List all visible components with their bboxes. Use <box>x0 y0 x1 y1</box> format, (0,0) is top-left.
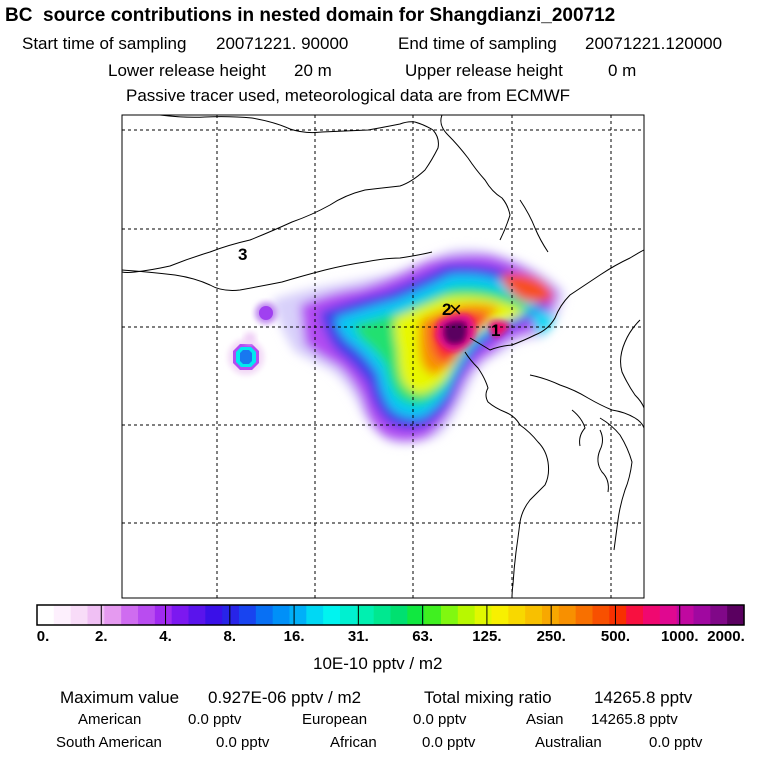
start-time-value: 20071221. 90000 <box>216 34 349 53</box>
end-time-label: End time of sampling <box>398 34 557 53</box>
coastlines-and-borders <box>122 115 644 598</box>
region-name-african: African <box>330 734 377 751</box>
upper-release-label: Upper release height <box>405 61 563 80</box>
region-name-american: American <box>78 711 142 728</box>
region-value-european: 0.0 pptv <box>413 711 467 728</box>
data-source-note: Passive tracer used, meteorological data… <box>126 86 571 105</box>
region-value-african: 0.0 pptv <box>422 734 476 751</box>
total-mixing-label: Total mixing ratio <box>424 688 552 707</box>
colorbar-tick-label: 0. <box>36 628 50 645</box>
start-time-label: Start time of sampling <box>22 34 187 53</box>
region-name-european: European <box>302 711 368 728</box>
region-value-australian: 0.0 pptv <box>649 734 703 751</box>
region-label-3: 3 <box>238 245 247 264</box>
colorbar-tick-label: 8. <box>223 628 237 645</box>
region-label-2: 2 <box>442 300 451 319</box>
colorbar-tick-label: 500. <box>600 628 631 645</box>
lower-release-value: 20 m <box>294 61 332 80</box>
total-mixing-value: 14265.8 pptv <box>594 688 693 707</box>
colorbar-tick-label: 1000. <box>660 628 699 645</box>
lower-release-label: Lower release height <box>108 61 266 80</box>
map-frame <box>121 114 645 599</box>
colorbar-tick-label: 125. <box>472 628 502 645</box>
max-value: 0.927E-06 pptv / m2 <box>208 688 362 707</box>
region-value-american: 0.0 pptv <box>188 711 242 728</box>
end-time-value: 20071221.120000 <box>585 34 723 53</box>
colorbar-tick-label: 63. <box>412 628 434 645</box>
region-value-south-american: 0.0 pptv <box>216 734 270 751</box>
map-gridlines <box>122 115 644 598</box>
region-name-asian: Asian <box>526 711 564 728</box>
colorbar-tick-label: 2. <box>95 628 108 645</box>
colorbar-unit: 10E-10 pptv / m2 <box>313 654 443 673</box>
receptor-marker: × <box>449 297 462 322</box>
colorbar-tick-label: 250. <box>536 628 566 645</box>
colorbar-tick-label: 4. <box>159 628 172 645</box>
upper-release-value: 0 m <box>608 61 637 80</box>
plume-field <box>228 248 565 444</box>
region-name-south-american: South American <box>56 734 162 751</box>
colorbar-tick-label: 2000. <box>707 628 745 645</box>
colorbar-tick-label: 31. <box>347 628 369 645</box>
source-contribution-map: 3 2 1 × <box>121 114 645 599</box>
chart-title: BC source contributions in nested domain… <box>5 5 616 26</box>
region-value-asian: 14265.8 pptv <box>591 711 678 728</box>
colorbar-tick-label: 16. <box>283 628 305 645</box>
max-value-label: Maximum value <box>60 688 180 707</box>
region-label-1: 1 <box>491 321 500 340</box>
region-name-australian: Australian <box>535 734 602 751</box>
